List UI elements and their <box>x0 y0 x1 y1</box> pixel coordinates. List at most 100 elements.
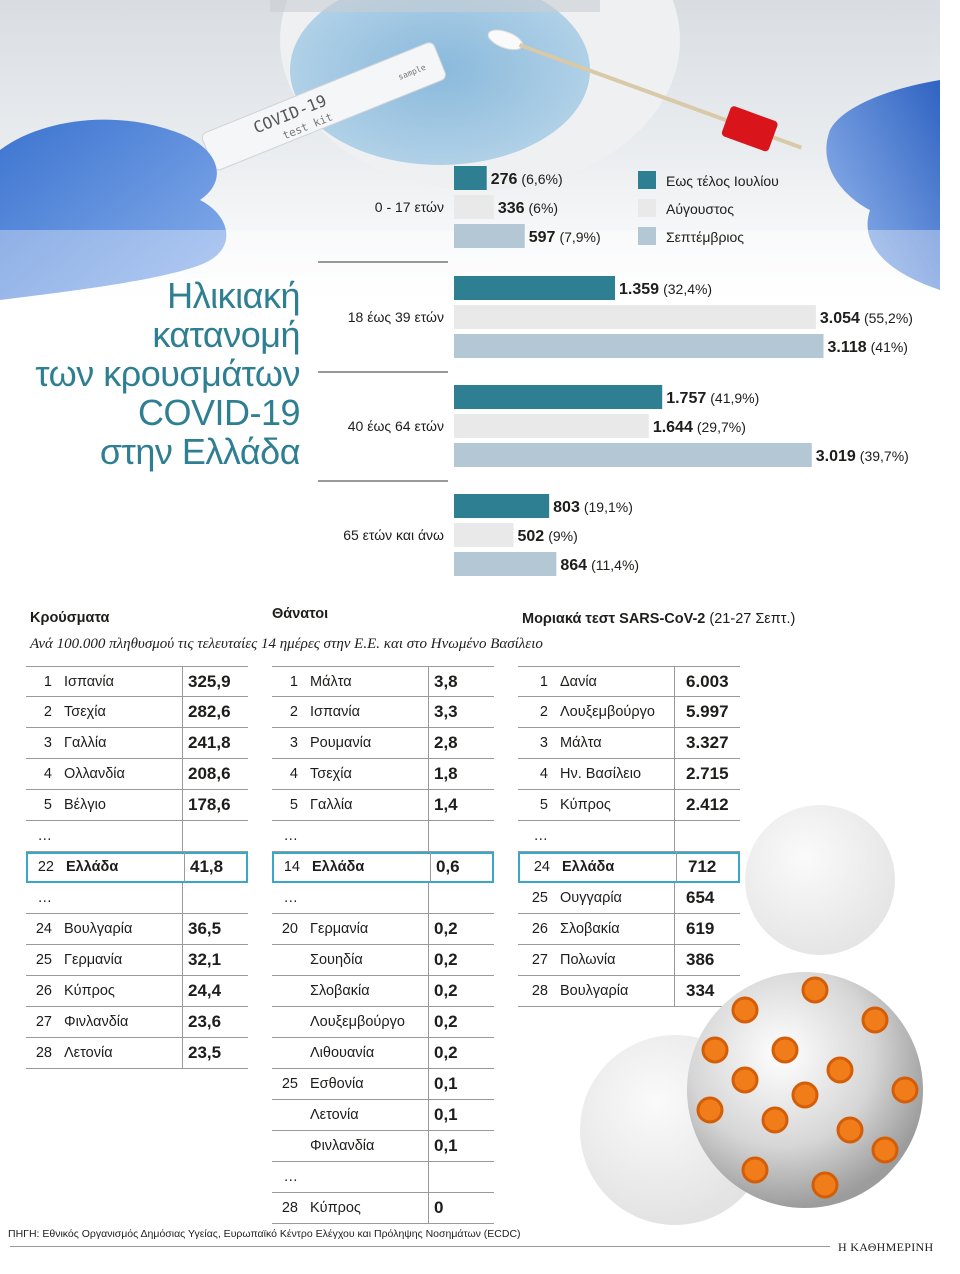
row-rank: … <box>37 890 53 906</box>
column-divider <box>674 728 675 758</box>
row-value: 619 <box>686 919 715 938</box>
table-row: 28 Κύπρος 0 <box>272 1193 494 1224</box>
virus-spike <box>871 1136 899 1164</box>
row-value: 1,8 <box>434 764 458 783</box>
row-rank: … <box>283 1169 299 1185</box>
row-value: 2,8 <box>434 733 458 752</box>
table-row: 2 Λουξεμβούργο 5.997 <box>518 697 740 728</box>
publisher-brand: Η ΚΑΘΗΜΕΡΙΝΗ <box>838 1240 934 1254</box>
virus-spike <box>741 1156 769 1184</box>
bar-value: 1.644 <box>653 419 693 436</box>
row-country: Σλοβακία <box>310 983 370 999</box>
table-row: 2 Ισπανία 3,3 <box>272 697 494 728</box>
row-country: Μάλτα <box>310 674 352 690</box>
row-value: 178,6 <box>188 795 231 814</box>
row-value: 3.327 <box>686 733 729 752</box>
row-country: Μάλτα <box>560 735 602 751</box>
row-rank: 25 <box>281 1076 298 1092</box>
row-country: Βουλγαρία <box>560 983 629 999</box>
category-label: 18 έως 39 ετών <box>348 309 444 325</box>
row-rank: 5 <box>289 797 298 813</box>
bar-value-label: 597 (7,9%) <box>529 229 601 246</box>
row-value: 325,9 <box>188 672 231 691</box>
table-row: 5 Βέλγιο 178,6 <box>26 790 248 821</box>
bar <box>454 195 494 219</box>
table-row: 5 Κύπρος 2.412 <box>518 790 740 821</box>
row-country: Ισπανία <box>310 704 361 720</box>
cases-table: 1 Ισπανία 325,9 2 Τσεχία 282,6 3 Γαλλία 241,8 4 Ολ… <box>26 666 248 1069</box>
row-rank: 2 <box>539 704 548 720</box>
bar-value: 3.019 <box>816 448 856 465</box>
column-divider <box>182 697 183 727</box>
table-row: 25 Εσθονία 0,1 <box>272 1069 494 1100</box>
column-divider <box>674 759 675 789</box>
row-rank: 26 <box>35 983 52 999</box>
row-rank: … <box>533 828 549 844</box>
column-divider <box>428 914 429 944</box>
column-divider <box>428 1162 429 1192</box>
row-value: 0,2 <box>434 1043 458 1062</box>
table-row: Φινλανδία 0,1 <box>272 1131 494 1162</box>
legend-swatch <box>638 227 656 245</box>
virus-spike <box>801 976 829 1004</box>
column-divider <box>428 1100 429 1130</box>
row-value: 0,2 <box>434 919 458 938</box>
row-country: Ουγγαρία <box>560 890 622 906</box>
row-country: Ελλάδα <box>66 859 119 875</box>
row-rank: 22 <box>37 859 54 875</box>
age-distribution-chart: 0 - 17 ετών 276 (6,6%) 336 (6%) 597 (7,9%) 18 έ… <box>318 166 913 576</box>
table-row: … <box>518 821 740 852</box>
column-divider <box>182 976 183 1006</box>
row-country: Πολωνία <box>560 952 616 968</box>
column-divider <box>428 697 429 727</box>
column-divider <box>428 1007 429 1037</box>
row-country: Εσθονία <box>310 1076 364 1092</box>
row-rank: 25 <box>35 952 52 968</box>
row-country: Ελλάδα <box>312 859 365 875</box>
row-value: 241,8 <box>188 733 231 752</box>
row-country: Κύπρος <box>310 1200 361 1216</box>
table-row: 25 Γερμανία 32,1 <box>26 945 248 976</box>
bar-value-label: 1.644 (29,7%) <box>653 419 746 436</box>
row-rank: 26 <box>531 921 548 937</box>
row-value: 0,1 <box>434 1105 458 1124</box>
row-rank: … <box>283 828 299 844</box>
legend-label: Σεπτέμβριος <box>666 229 744 245</box>
row-rank: 4 <box>289 766 298 782</box>
table-row: 3 Ρουμανία 2,8 <box>272 728 494 759</box>
tests-table: 1 Δανία 6.003 2 Λουξεμβούργο 5.997 3 Μάλτα 3.327… <box>518 666 740 1007</box>
table-row: Σλοβακία 0,2 <box>272 976 494 1007</box>
bar-value-label: 3.054 (55,2%) <box>820 310 913 327</box>
row-value: 2.715 <box>686 764 729 783</box>
table-row: 24 Βουλγαρία 36,5 <box>26 914 248 945</box>
virus-spike <box>891 1076 919 1104</box>
table-row: … <box>272 821 494 852</box>
row-value: 334 <box>686 981 715 1000</box>
row-rank: 4 <box>539 766 548 782</box>
row-country: Βουλγαρία <box>64 921 133 937</box>
column-divider <box>428 883 429 913</box>
row-rank: 1 <box>43 674 52 690</box>
row-rank: 4 <box>43 766 52 782</box>
table-row: 4 Ην. Βασίλειο 2.715 <box>518 759 740 790</box>
row-value: 3,8 <box>434 672 458 691</box>
column-divider <box>428 1038 429 1068</box>
row-country: Κύπρος <box>64 983 115 999</box>
column-divider <box>428 1131 429 1161</box>
header-photo: COVID-19 test kit sample <box>0 0 940 300</box>
table-row: 25 Ουγγαρία 654 <box>518 883 740 914</box>
row-value: 23,6 <box>188 1012 222 1031</box>
row-rank: 27 <box>35 1014 52 1030</box>
row-country: Ην. Βασίλειο <box>560 766 642 782</box>
table-row-highlighted: 24 Ελλάδα 712 <box>518 852 740 883</box>
bar-value-label: 502 (9%) <box>517 528 577 545</box>
footer-divider <box>10 1246 830 1247</box>
bar-value: 1.757 <box>666 390 706 407</box>
bar-value-label: 3.118 (41%) <box>827 339 908 356</box>
column-divider <box>428 821 429 851</box>
row-rank: 28 <box>531 983 548 999</box>
row-rank <box>272 945 298 975</box>
bar-value-label: 336 (6%) <box>498 200 558 217</box>
bar-percent: (6,6%) <box>521 171 562 187</box>
row-country: Λετονία <box>64 1045 113 1061</box>
